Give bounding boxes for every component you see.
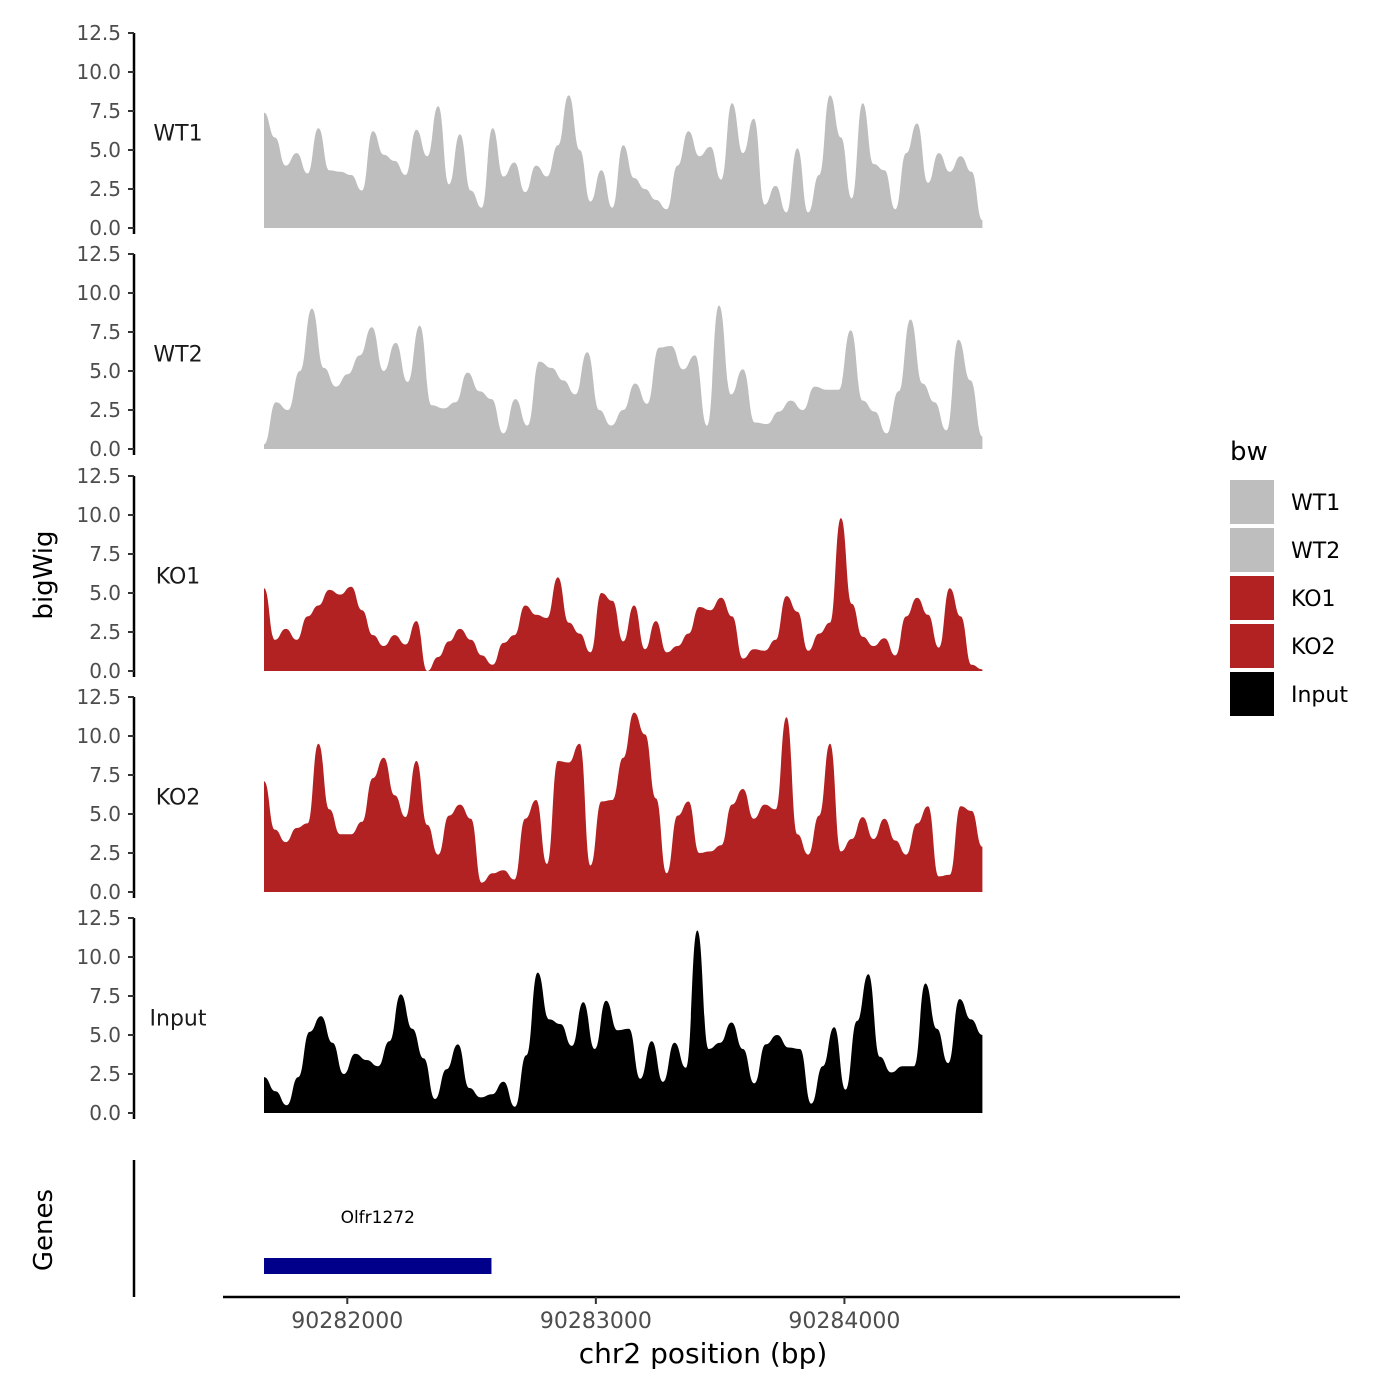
area-wt2 [264,305,983,449]
y-tick-label: 7.5 [89,542,121,566]
y-tick-label: 5.0 [89,802,121,826]
y-tick-label: 2.5 [89,620,121,644]
y-tick-label: 12.5 [76,464,121,488]
track-label-input: Input [150,1006,207,1031]
track-wt1: 0.0 2.5 5.0 7.5 10.0 12.5 WT1 [76,21,983,240]
legend-label-ko1: KO1 [1291,587,1336,612]
y-tick-label: 5.0 [89,138,121,162]
track-label-ko2: KO2 [156,785,201,810]
legend: WT1 WT2 KO1 KO2 Input [1230,480,1348,716]
track-ko1: 0.0 2.5 5.0 7.5 10.0 12.5 KO1 [76,464,983,683]
legend-label-ko2: KO2 [1291,635,1336,660]
genes-layer: Olfr1272 [132,1160,492,1297]
y-tick-label: 2.5 [89,398,121,422]
y-tick-label: 0.0 [89,659,121,683]
y-tick-label: 10.0 [76,60,121,84]
track-label-wt2: WT2 [153,342,202,367]
y-tick-label: 0.0 [89,1101,121,1125]
genes-axis-title: Genes [29,1189,59,1271]
track-label-wt1: WT1 [153,121,202,146]
track-wt2: 0.0 2.5 5.0 7.5 10.0 12.5 WT2 [76,242,983,461]
x-tick-label: 90282000 [291,1309,403,1334]
legend-key-ko1 [1230,576,1274,620]
legend-key-ko2 [1230,624,1274,668]
x-tick-label: 90283000 [540,1309,652,1334]
y-tick-label: 2.5 [89,841,121,865]
y-tick-label: 12.5 [76,242,121,266]
gene-bar-olfr1272 [264,1258,492,1274]
y-axis-title: bigWig [29,530,59,619]
x-axis: 90282000 90283000 90284000 [223,1295,1180,1334]
legend-title: bw [1230,437,1268,467]
y-tick-label: 0.0 [89,437,121,461]
y-tick-label: 2.5 [89,1062,121,1086]
area-wt1 [264,95,983,228]
y-tick-label: 7.5 [89,320,121,344]
legend-label-wt1: WT1 [1291,491,1340,516]
tracks-layer: 0.0 2.5 5.0 7.5 10.0 12.5 WT1 0.0 2.5 5.0 7.5 10.0 1… [76,21,983,1125]
track-input: 0.0 2.5 5.0 7.5 10.0 12.5 Input [76,906,983,1125]
track-label-ko1: KO1 [156,564,201,589]
track-ko2: 0.0 2.5 5.0 7.5 10.0 12.5 KO2 [76,685,983,904]
area-ko1 [264,518,983,671]
area-ko2 [264,712,983,892]
gene-label-olfr1272: Olfr1272 [341,1208,415,1228]
y-tick-label: 12.5 [76,906,121,930]
y-tick-label: 10.0 [76,945,121,969]
y-tick-label: 7.5 [89,763,121,787]
y-tick-label: 5.0 [89,581,121,605]
y-tick-label: 10.0 [76,503,121,527]
y-tick-label: 7.5 [89,99,121,123]
x-axis-title: chr2 position (bp) [579,1337,828,1370]
y-tick-label: 12.5 [76,685,121,709]
y-tick-label: 0.0 [89,880,121,904]
y-tick-label: 5.0 [89,359,121,383]
legend-label-input: Input [1291,683,1348,708]
x-tick-label: 90284000 [788,1309,900,1334]
legend-key-input [1230,672,1274,716]
y-tick-label: 10.0 [76,281,121,305]
y-tick-label: 7.5 [89,984,121,1008]
legend-key-wt2 [1230,528,1274,572]
y-tick-label: 5.0 [89,1023,121,1047]
area-input [264,930,983,1113]
legend-key-wt1 [1230,480,1274,524]
y-tick-label: 2.5 [89,177,121,201]
legend-label-wt2: WT2 [1291,539,1340,564]
y-tick-label: 10.0 [76,724,121,748]
y-tick-label: 0.0 [89,216,121,240]
y-tick-label: 12.5 [76,21,121,45]
